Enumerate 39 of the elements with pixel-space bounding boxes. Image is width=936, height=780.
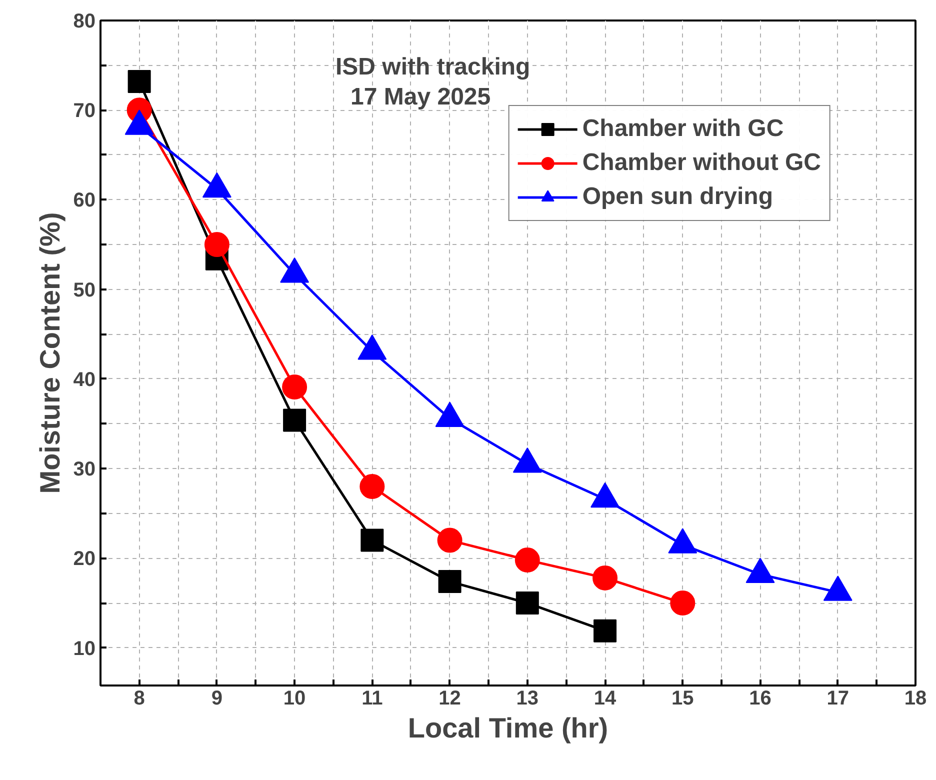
point <box>670 590 696 616</box>
x-tick-label: 16 <box>749 688 772 710</box>
x-tick-label: 8 <box>134 688 145 710</box>
point <box>282 374 308 400</box>
x-tick-label: 12 <box>438 688 461 710</box>
legend-label: Chamber with GC <box>582 115 784 143</box>
y-tick-label: 40 <box>73 368 96 391</box>
x-tick-label: 11 <box>362 688 383 710</box>
point <box>283 408 306 432</box>
point <box>360 528 384 552</box>
point <box>438 570 462 594</box>
annotation: ISD with tracking <box>336 54 530 80</box>
point <box>360 474 385 500</box>
point <box>437 528 462 553</box>
annotation: 17 May 2025 <box>350 84 491 110</box>
y-axis-title: Moisture Content (%) <box>34 212 66 494</box>
legend-label: Chamber without GC <box>582 149 821 177</box>
point <box>204 232 230 258</box>
y-tick-label: 80 <box>73 10 96 32</box>
point <box>592 565 618 590</box>
x-axis-title: Local Time (hr) <box>408 712 608 744</box>
y-tick-label: 50 <box>73 279 96 302</box>
point <box>128 70 151 93</box>
point <box>594 619 617 642</box>
x-tick-label: 9 <box>211 688 222 710</box>
x-tick-label: 13 <box>516 688 539 710</box>
x-tick-label: 18 <box>904 688 927 710</box>
y-tick-label: 60 <box>73 190 96 212</box>
x-tick-label: 15 <box>672 688 694 710</box>
x-tick-label: 17 <box>826 688 850 710</box>
point <box>516 592 539 615</box>
y-tick-label: 20 <box>73 548 96 570</box>
x-tick-label: 14 <box>594 688 618 710</box>
y-tick-label: 30 <box>73 458 96 481</box>
y-tick-label: 10 <box>73 638 96 660</box>
y-tick-label: 70 <box>73 100 96 122</box>
legend-label: Open sun drying <box>582 183 774 211</box>
x-tick-label: 10 <box>283 688 306 710</box>
point <box>514 548 540 573</box>
